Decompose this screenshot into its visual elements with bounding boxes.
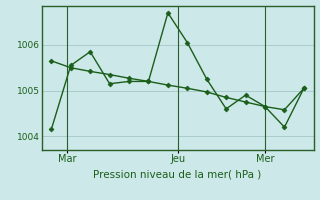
X-axis label: Pression niveau de la mer( hPa ): Pression niveau de la mer( hPa )	[93, 170, 262, 180]
